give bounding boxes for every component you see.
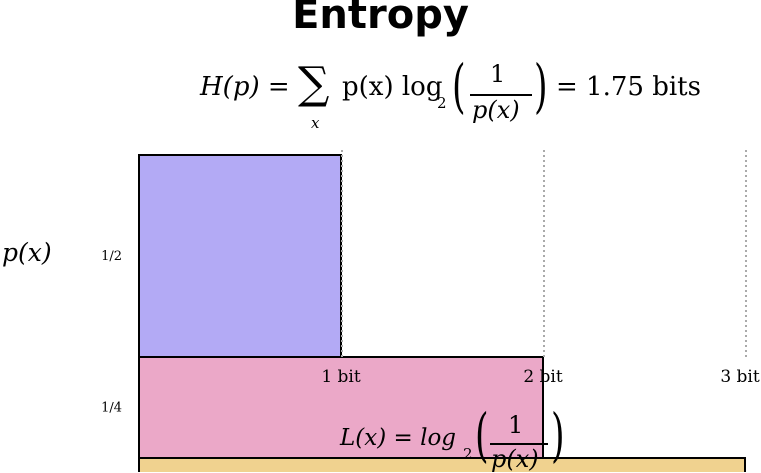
bar-1 bbox=[138, 154, 342, 358]
fraction-numerator: 1 bbox=[490, 60, 506, 88]
bar-2 bbox=[138, 356, 544, 459]
prob-label-1: 1/2 bbox=[101, 249, 122, 264]
fraction-bar bbox=[470, 94, 532, 96]
bottom-fraction-bar bbox=[490, 443, 548, 445]
entropy-log-base: 2 bbox=[437, 94, 447, 112]
entropy-result: = 1.75 bits bbox=[556, 72, 701, 102]
code-length-log-base: 2 bbox=[463, 445, 473, 463]
entropy-lhs: H(p) = bbox=[200, 72, 290, 102]
bottom-fraction-denominator: p(x) bbox=[491, 445, 539, 473]
y-axis-label: p(x) bbox=[2, 238, 52, 267]
x-tick-label-1: 1 bit bbox=[321, 367, 361, 387]
code-length-lhs: L(x) = log bbox=[340, 425, 457, 451]
right-paren: ) bbox=[534, 52, 548, 120]
x-tick-label-2: 2 bit bbox=[523, 367, 563, 387]
prob-label-2: 1/4 bbox=[101, 401, 122, 416]
fraction-denominator: p(x) bbox=[472, 96, 520, 124]
sum-symbol: ∑ bbox=[298, 58, 330, 109]
left-paren-bottom: ( bbox=[475, 401, 489, 469]
sum-index: x bbox=[311, 114, 320, 132]
bottom-fraction-numerator: 1 bbox=[508, 411, 524, 439]
bar-3 bbox=[138, 457, 746, 472]
figure-title: Entropy bbox=[292, 0, 469, 38]
code-length-formula: L(x) = log 2 ( 1 p(x) ) bbox=[330, 401, 590, 473]
entropy-term: p(x) log bbox=[342, 72, 443, 102]
right-paren-bottom: ) bbox=[551, 401, 565, 469]
x-tick-label-3: 3 bit bbox=[720, 367, 760, 387]
entropy-formula: H(p) = ∑ x p(x) log 2 ( 1 p(x) ) = 1.75 … bbox=[200, 52, 720, 140]
left-paren: ( bbox=[452, 52, 466, 120]
